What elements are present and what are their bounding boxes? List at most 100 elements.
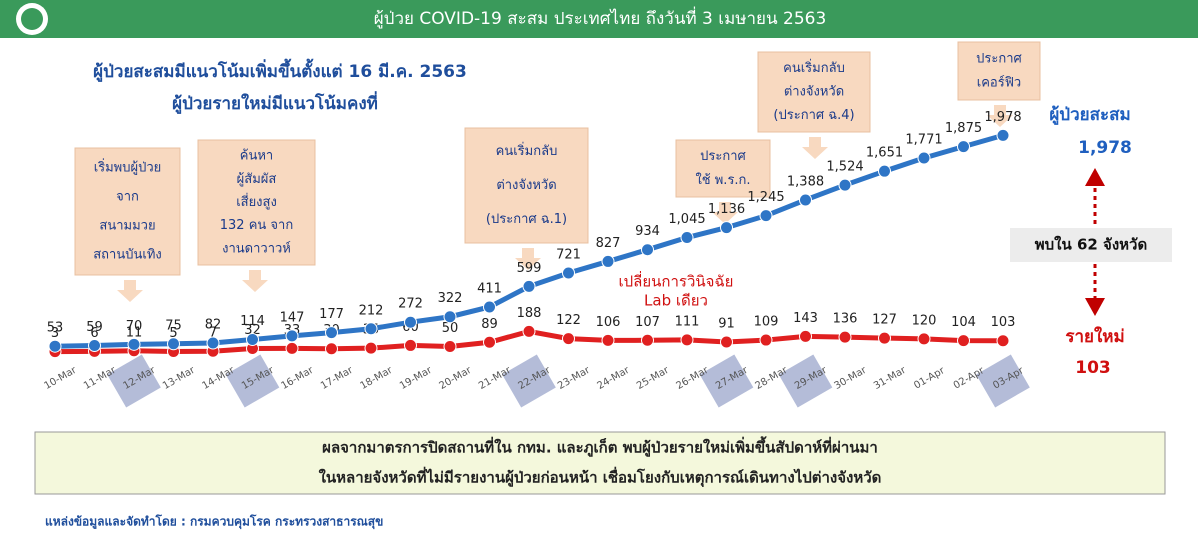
data-label: 7 — [209, 326, 217, 341]
footer-text: ผลจากมาตรการปิดสถานที่ใน กทม. และภูเก็ต … — [322, 436, 878, 458]
annotation-box — [957, 41, 1041, 101]
annotation-box — [74, 147, 181, 276]
date-highlight — [976, 354, 1030, 408]
data-label: 120 — [912, 313, 937, 328]
subtitle: ผู้ป่วยรายใหม่มีแนวโน้มคงที่ — [172, 91, 378, 115]
data-label: 127 — [872, 313, 897, 328]
data-label: 104 — [951, 315, 976, 330]
data-label: 91 — [718, 317, 735, 332]
data-label: 934 — [635, 224, 660, 239]
data-label: 147 — [280, 310, 305, 325]
annotation-text: สนามมวย — [99, 218, 155, 233]
footer-text: ในหลายจังหวัดที่ไม่มีรายงานผู้ป่วยก่อนหน… — [319, 467, 882, 488]
data-label: 212 — [359, 303, 384, 318]
data-point — [838, 178, 852, 192]
data-label: 5 — [169, 326, 177, 341]
arrow-up — [1085, 168, 1105, 186]
data-point — [878, 164, 891, 178]
header-title: ผู้ป่วย COVID-19 สะสม ประเทศไทย ถึงวันที… — [374, 6, 827, 29]
data-point — [325, 326, 338, 340]
data-point — [127, 337, 141, 351]
annotation-arrow — [712, 202, 738, 224]
data-point — [364, 322, 378, 336]
date-highlight — [699, 354, 754, 408]
annotation-arrow — [117, 280, 143, 302]
data-label: 75 — [165, 318, 182, 333]
annotation-text: ผู้สัมผัส — [237, 172, 277, 187]
data-point — [364, 341, 378, 355]
data-point — [878, 331, 891, 345]
data-point — [404, 315, 417, 329]
footer-box — [34, 431, 1166, 495]
data-point — [285, 329, 299, 343]
total-value: 1,978 — [1078, 138, 1132, 158]
logo-inner — [21, 8, 43, 30]
annotation-text: เคอร์ฟิว — [977, 75, 1021, 91]
data-point — [404, 338, 417, 352]
data-point — [799, 329, 812, 343]
annotation-box — [675, 139, 771, 198]
data-label: 107 — [635, 315, 660, 330]
data-label: 70 — [126, 319, 143, 334]
data-label: 1,651 — [866, 146, 903, 161]
provinces-box — [1010, 228, 1172, 262]
data-point — [522, 279, 536, 293]
header-bar — [0, 0, 1198, 38]
data-point — [443, 340, 457, 354]
annotation-box — [197, 139, 316, 266]
data-label: 1,245 — [747, 190, 784, 205]
data-point — [562, 266, 575, 280]
data-point — [483, 300, 496, 314]
data-point — [601, 333, 615, 347]
data-point — [917, 151, 931, 165]
annotation-box — [464, 127, 589, 244]
data-point — [88, 339, 101, 353]
data-point — [720, 221, 733, 235]
note: Lab เดียว — [644, 292, 708, 310]
data-label: 11 — [126, 325, 143, 340]
data-label: 32 — [244, 323, 261, 338]
annotation-arrow — [987, 105, 1013, 127]
note: เปลี่ยนการวินิจฉัย — [619, 271, 734, 291]
annotation-box — [757, 51, 871, 133]
data-point — [562, 332, 575, 346]
provinces: พบใน 62 จังหวัด — [1035, 236, 1147, 254]
data-label: 322 — [438, 291, 463, 306]
data-point — [759, 333, 773, 347]
date-highlight — [778, 354, 833, 408]
subtitle: ผู้ป่วยสะสมมีแนวโน้มเพิ่มขึ้นตั้งแต่ 16 … — [93, 58, 467, 83]
data-point — [641, 243, 654, 257]
data-label: 599 — [517, 261, 542, 276]
new-label: รายใหม่ — [1065, 326, 1124, 347]
data-point — [285, 341, 299, 355]
data-label: 122 — [556, 313, 581, 328]
annotation-text: คนเริ่มกลับ — [783, 59, 845, 76]
date-highlight — [225, 354, 280, 408]
data-label: 721 — [556, 248, 581, 263]
data-point — [246, 333, 259, 347]
data-point — [641, 333, 654, 347]
data-point — [522, 324, 536, 338]
date-highlight — [502, 354, 556, 408]
data-label: 89 — [481, 317, 498, 332]
data-point — [680, 231, 694, 245]
data-label: 6 — [90, 326, 98, 341]
data-point — [917, 332, 931, 346]
annotation-text: (ประกาศ ฉ.1) — [486, 212, 567, 227]
annotation-arrow — [515, 248, 541, 270]
annotation-arrow — [242, 270, 268, 292]
data-point — [601, 254, 615, 268]
data-label: 103 — [991, 315, 1016, 330]
new-value: 103 — [1075, 358, 1111, 378]
data-label: 106 — [596, 315, 621, 330]
annotation-text: เสี่ยงสูง — [236, 193, 277, 210]
annotation-text: 132 คน จาก — [220, 218, 293, 233]
data-label: 82 — [205, 318, 222, 333]
data-point — [838, 330, 852, 344]
data-label: 1,388 — [787, 174, 824, 189]
data-point — [443, 310, 457, 324]
data-point — [48, 339, 62, 353]
data-label: 143 — [793, 311, 818, 326]
annotation-arrow — [802, 137, 828, 159]
